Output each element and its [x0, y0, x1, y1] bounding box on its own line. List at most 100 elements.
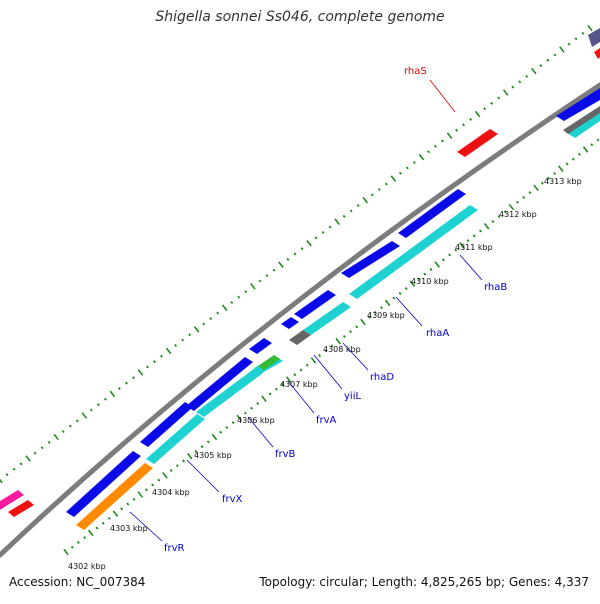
cds-rhaB-forward[interactable]	[398, 189, 466, 238]
outer-tick	[300, 247, 304, 251]
rna-feature-edge[interactable]	[594, 48, 600, 59]
gene-gray-edge[interactable]	[563, 106, 600, 134]
outer-tick	[455, 128, 459, 132]
outer-tick	[89, 408, 93, 412]
cds-forward-3[interactable]	[186, 357, 253, 411]
outer-tick	[441, 139, 444, 143]
gene-label-frvX[interactable]: frvX	[222, 494, 243, 505]
outer-tick	[165, 347, 172, 355]
genome-stats-text: Topology: circular; Length: 4,825,265 bp…	[259, 575, 589, 589]
cds-reverse-4[interactable]	[303, 302, 351, 335]
inner-tick	[151, 483, 155, 487]
gene-label-yiiL[interactable]: yiiL	[344, 391, 361, 402]
outer-tick	[474, 110, 481, 118]
gene-label-rhaB[interactable]: rhaB	[484, 282, 507, 293]
outer-tick	[272, 268, 276, 272]
outer-tick	[47, 440, 51, 444]
genome-backbone	[0, 82, 600, 558]
yiiL-leader	[313, 354, 343, 390]
outer-tick	[412, 161, 416, 165]
inner-tick	[70, 545, 74, 549]
inner-tick	[137, 491, 144, 498]
kbp-label: 4307 kbp	[280, 380, 318, 389]
rhaD-leader	[342, 342, 369, 371]
inner-tick	[324, 349, 328, 353]
outer-tick	[539, 64, 543, 68]
inner-tick	[318, 354, 322, 358]
outer-tick	[502, 89, 509, 96]
outer-tick	[559, 46, 565, 53]
inner-tick	[392, 296, 396, 300]
cds-forward-edge[interactable]	[556, 88, 600, 121]
outer-tick	[237, 295, 241, 299]
gene-label-rhaD[interactable]: rhaD	[370, 372, 394, 383]
outer-tick	[109, 390, 116, 398]
outer-tick	[356, 204, 360, 208]
feature-layer	[0, 28, 600, 530]
rna-feature-left[interactable]	[8, 500, 34, 517]
inner-tick	[596, 138, 600, 142]
outer-tick	[193, 326, 200, 333]
gene-green-feature[interactable]	[258, 355, 280, 370]
outer-tick	[342, 214, 346, 218]
outer-tick	[146, 365, 149, 369]
outer-tick	[244, 290, 248, 294]
rna-rhaS[interactable]	[457, 129, 498, 157]
cds-frvR-forward[interactable]	[66, 451, 141, 517]
cds-yiiL-forward[interactable]	[281, 317, 299, 329]
cds-forward-2[interactable]	[140, 402, 193, 447]
cds-reverse-1[interactable]	[146, 414, 205, 464]
cds-frvA-forward[interactable]	[249, 338, 272, 354]
inner-tick	[236, 414, 243, 422]
gene-label-frvB[interactable]: frvB	[275, 449, 296, 460]
outer-tick	[497, 96, 501, 100]
inner-tick	[231, 421, 235, 425]
outer-tick	[446, 132, 453, 139]
gene-pink-feature[interactable]	[0, 490, 24, 510]
inner-tick	[162, 472, 168, 479]
outer-tick	[553, 53, 557, 57]
outer-tick	[202, 322, 206, 326]
cds-frvR-orange[interactable]	[76, 463, 153, 530]
cds-rhaD-forward[interactable]	[294, 290, 336, 319]
gene-purple-feature[interactable]	[588, 28, 600, 47]
outer-tick	[103, 397, 107, 401]
kbp-label: 4306 kbp	[237, 416, 275, 425]
outer-tick	[258, 279, 262, 283]
outer-tick	[349, 209, 353, 213]
gene-label-rhaS[interactable]: rhaS	[404, 66, 427, 77]
outer-tick	[61, 430, 65, 434]
cds-reverse-2[interactable]	[196, 368, 263, 417]
inner-tick	[126, 502, 130, 506]
cds-rhaA-forward[interactable]	[341, 241, 400, 278]
gene-labels: rhaS rhaB rhaA rhaD yiiL frvA frvB frvX …	[164, 66, 507, 554]
outer-tick	[525, 74, 529, 78]
inner-tick	[441, 258, 445, 262]
inner-tick	[211, 433, 218, 441]
inner-tick	[355, 325, 359, 329]
gene-label-frvA[interactable]: frvA	[316, 415, 337, 426]
outer-tick	[433, 144, 437, 148]
inner-tick	[157, 478, 161, 482]
gene-label-rhaA[interactable]: rhaA	[426, 328, 449, 339]
gene-label-frvR[interactable]: frvR	[164, 543, 185, 554]
inner-tick	[367, 315, 371, 319]
outer-tick	[25, 455, 31, 462]
outer-tick	[418, 153, 425, 161]
inner-tick	[360, 318, 366, 326]
gene-gray-feature[interactable]	[289, 330, 311, 345]
cds-rhaA-reverse[interactable]	[349, 205, 478, 299]
inner-tick	[268, 392, 272, 396]
outer-tick	[518, 80, 522, 84]
outer-tick	[390, 175, 397, 182]
outer-tick	[33, 451, 37, 455]
inner-tick	[101, 521, 105, 525]
outer-tick	[511, 85, 515, 89]
outer-tick	[483, 107, 487, 111]
outer-tick	[293, 252, 297, 256]
rhaA-leader	[395, 296, 423, 327]
inner-tick	[256, 401, 260, 405]
rhaS-leader	[429, 79, 456, 113]
